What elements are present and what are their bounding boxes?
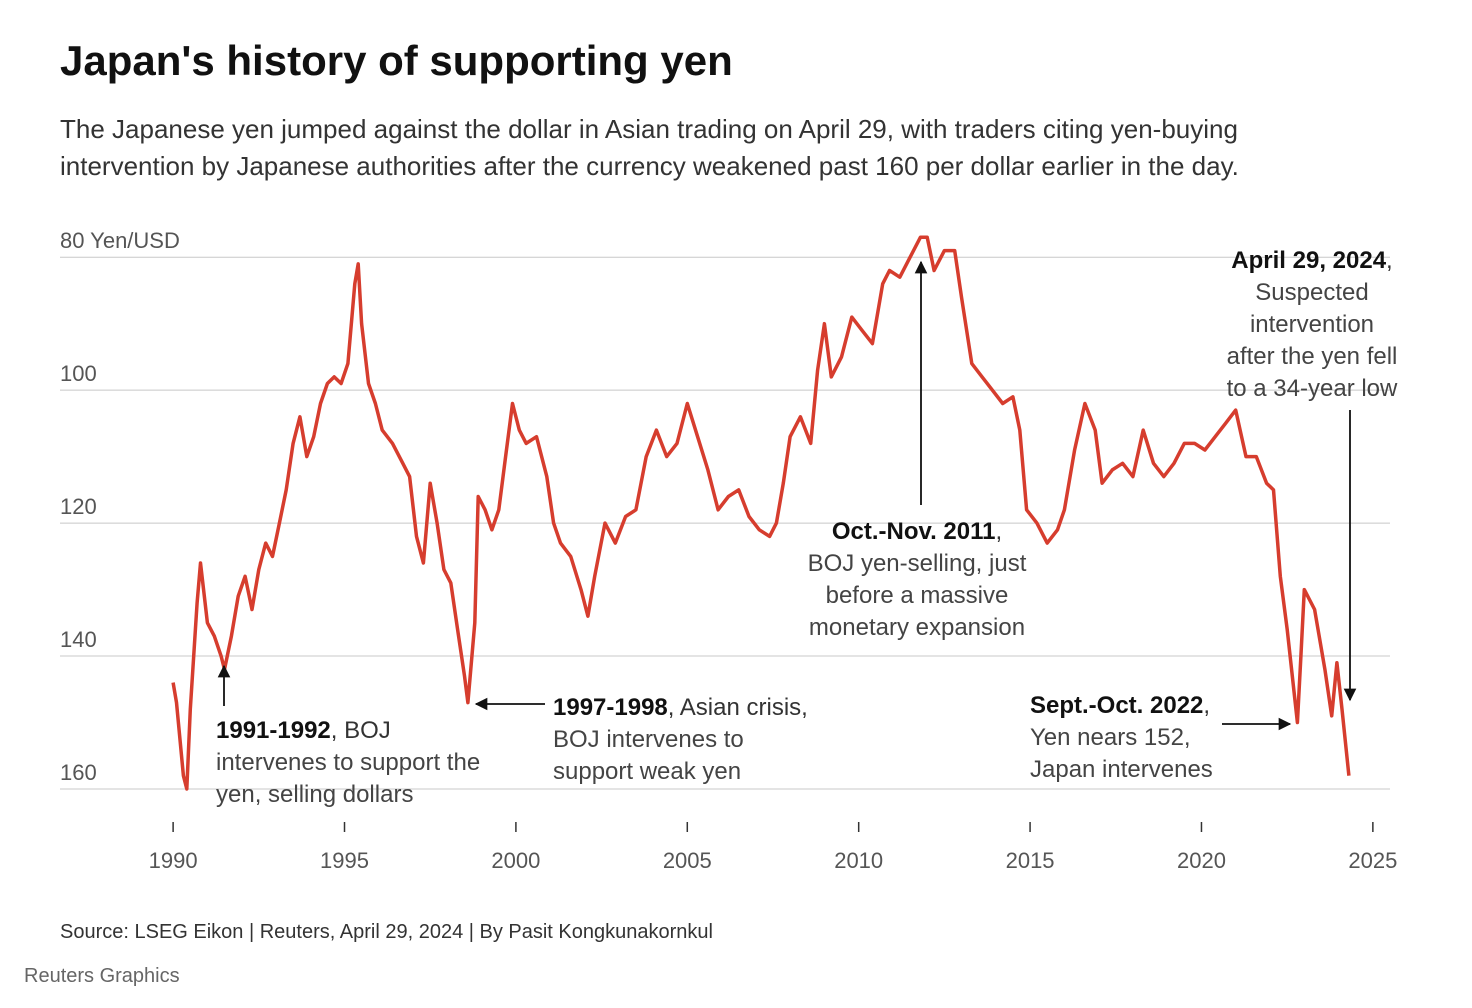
y-tick-label: 160 (60, 760, 97, 785)
annotation-text: , BOJ (331, 717, 391, 744)
x-tick-label: 2020 (1177, 848, 1226, 873)
x-tick-label: 2025 (1348, 848, 1397, 873)
annotation-bold: 1991-1992 (216, 717, 331, 744)
y-tick-label: 80 Yen/USD (60, 228, 180, 253)
subtitle: The Japanese yen jumped against the doll… (60, 114, 1238, 144)
annotation-text: intervenes to support the (216, 749, 480, 776)
y-tick-label: 100 (60, 361, 97, 386)
annotation: Oct.-Nov. 2011, (832, 518, 1002, 545)
x-tick-label: 2000 (491, 848, 540, 873)
x-tick-label: 2010 (834, 848, 883, 873)
annotation-text: Japan intervenes (1030, 756, 1213, 783)
y-tick-label: 140 (60, 627, 97, 652)
annotation: 1997-1998, Asian crisis, (553, 694, 808, 721)
annotation: Sept.-Oct. 2022, (1030, 692, 1210, 719)
annotation-bold: Oct.-Nov. 2011 (832, 518, 996, 545)
annotation: April 29, 2024, (1231, 247, 1392, 274)
annotation-text: , (995, 518, 1002, 545)
y-tick-label: 120 (60, 494, 97, 519)
annotation-text: , (1203, 692, 1210, 719)
annotation-text: to a 34-year low (1227, 375, 1398, 402)
x-tick-label: 1995 (320, 848, 369, 873)
source: Source: LSEG Eikon | Reuters, April 29, … (60, 921, 713, 943)
x-tick-label: 2005 (663, 848, 712, 873)
credit: Reuters Graphics (24, 965, 180, 987)
annotation-text: after the yen fell (1227, 343, 1398, 370)
chart-title: Japan's history of supporting yen (60, 37, 733, 84)
annotation-bold: Sept.-Oct. 2022 (1030, 692, 1203, 719)
annotation-text: support weak yen (553, 758, 741, 785)
annotation-text: intervention (1250, 311, 1374, 338)
annotation-bold: 1997-1998 (553, 694, 668, 721)
subtitle: intervention by Japanese authorities aft… (60, 151, 1239, 181)
x-tick-label: 2015 (1006, 848, 1055, 873)
annotation-text: yen, selling dollars (216, 781, 413, 808)
line (171, 235, 1351, 791)
annotation-text: Yen nears 152, (1030, 724, 1191, 751)
annotation-text: , (1386, 247, 1393, 274)
annotation: 1991-1992, BOJ (216, 717, 391, 744)
annotation-text: monetary expansion (809, 614, 1025, 641)
x-tick-label: 1990 (149, 848, 198, 873)
annotation-text: before a massive (826, 582, 1009, 609)
annotation-text: , Asian crisis, (668, 694, 808, 721)
annotation-text: BOJ intervenes to (553, 726, 744, 753)
annotation-text: Suspected (1255, 279, 1368, 306)
annotation-bold: April 29, 2024 (1231, 247, 1386, 274)
annotation-text: BOJ yen-selling, just (808, 550, 1027, 577)
